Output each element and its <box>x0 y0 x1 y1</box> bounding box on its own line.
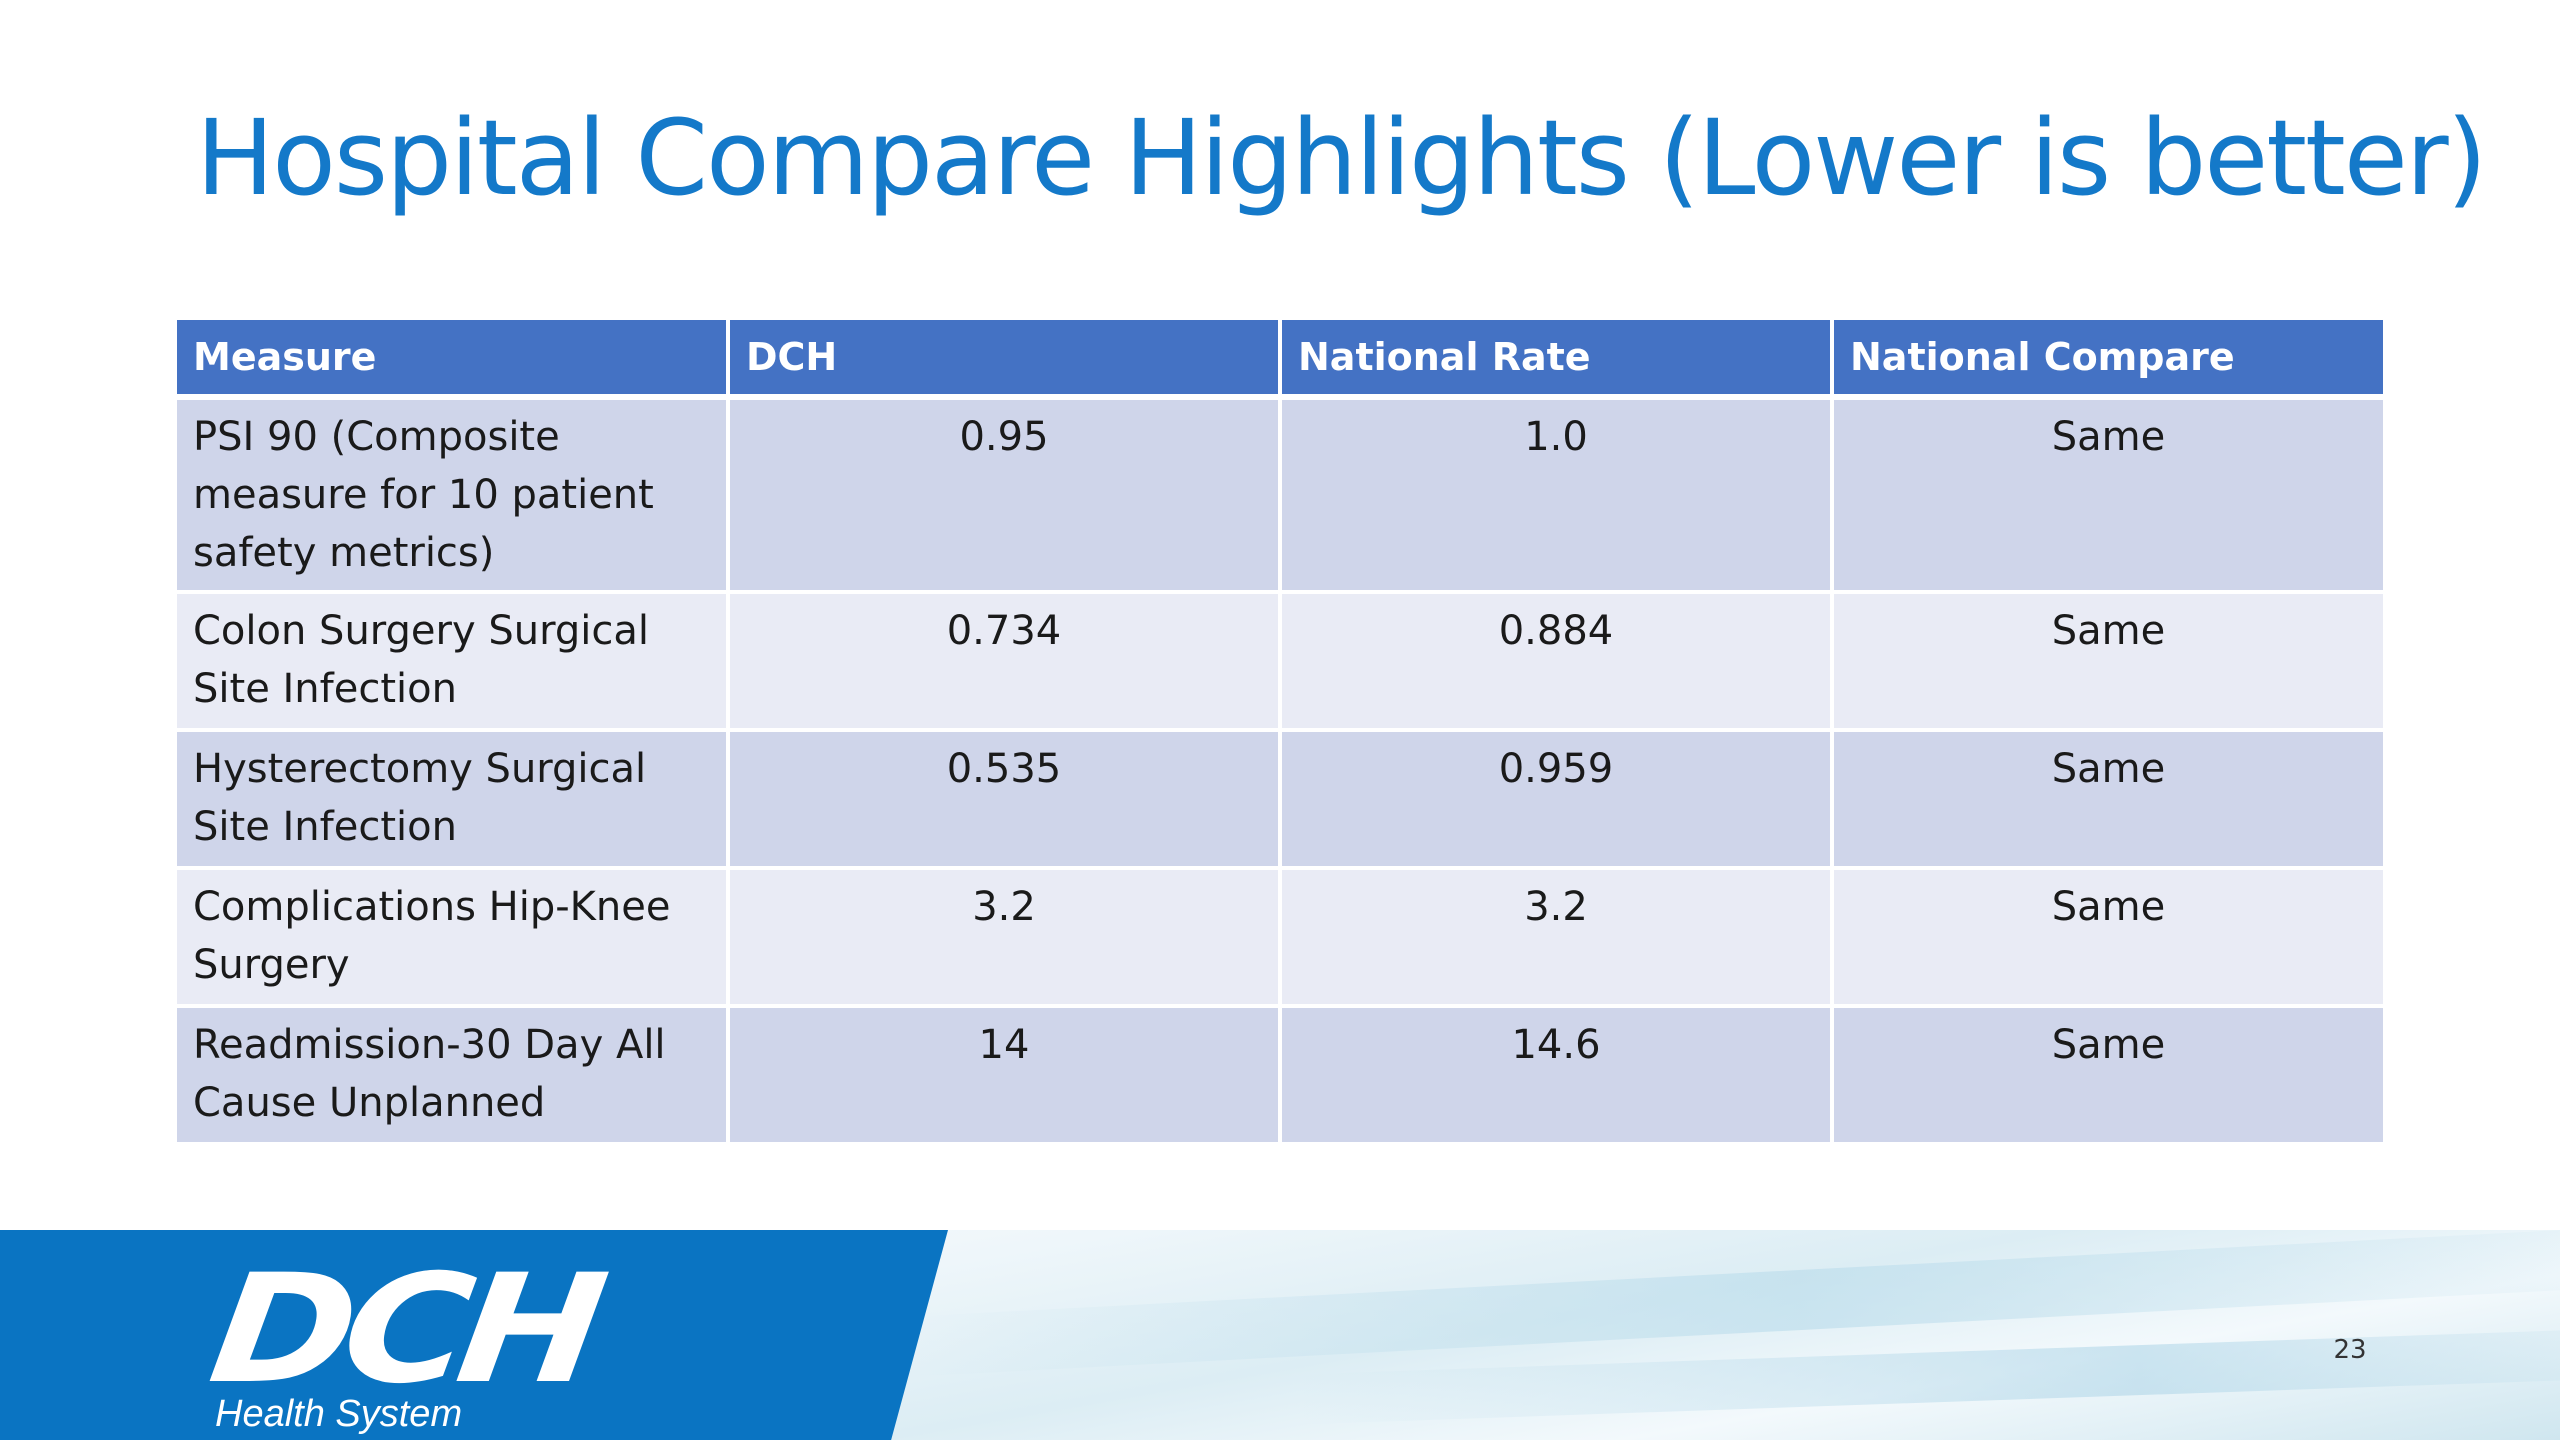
cell-measure: Hysterectomy Surgical Site Infection <box>177 730 730 870</box>
header-measure: Measure <box>177 320 730 400</box>
cell-national-rate: 1.0 <box>1280 397 1834 594</box>
footer-band: DCH Health System <box>0 1230 2560 1440</box>
cell-national-rate: 14.6 <box>1280 1006 1834 1146</box>
cell-dch: 0.734 <box>728 592 1282 732</box>
table-row: Readmission-30 Day All Cause Unplanned 1… <box>177 1006 2383 1146</box>
logo-mark: DCH <box>200 1243 606 1417</box>
cell-national-compare: Same <box>1832 730 2383 870</box>
cell-national-rate: 0.884 <box>1280 592 1834 732</box>
header-national-rate: National Rate <box>1280 320 1834 400</box>
table-header-row: Measure DCH National Rate National Compa… <box>177 320 2383 400</box>
cell-dch: 3.2 <box>728 868 1282 1008</box>
logo-subtitle: Health System <box>215 1393 463 1435</box>
dch-logo: DCH Health System <box>201 1243 615 1440</box>
table-row: Colon Surgery Surgical Site Infection 0.… <box>177 592 2383 732</box>
cell-national-compare: Same <box>1832 868 2383 1008</box>
table-row: Complications Hip-Knee Surgery 3.2 3.2 S… <box>177 868 2383 1008</box>
cell-dch: 0.535 <box>728 730 1282 870</box>
cell-national-rate: 3.2 <box>1280 868 1834 1008</box>
header-dch: DCH <box>728 320 1282 400</box>
hospital-compare-table: Measure DCH National Rate National Compa… <box>177 320 2383 1146</box>
cell-measure: Readmission-30 Day All Cause Unplanned <box>177 1006 730 1146</box>
table-row: Hysterectomy Surgical Site Infection 0.5… <box>177 730 2383 870</box>
slide-title: Hospital Compare Highlights (Lower is be… <box>196 97 2487 219</box>
cell-national-compare: Same <box>1832 397 2383 594</box>
header-national-compare: National Compare <box>1832 320 2383 400</box>
page-number: 23 <box>2333 1335 2367 1365</box>
cell-national-rate: 0.959 <box>1280 730 1834 870</box>
footer-blue-panel <box>0 1230 948 1440</box>
cell-dch: 0.95 <box>728 397 1282 594</box>
table-row: PSI 90 (Composite measure for 10 patient… <box>177 397 2383 594</box>
cell-dch: 14 <box>728 1006 1282 1146</box>
cell-national-compare: Same <box>1832 1006 2383 1146</box>
cell-measure: Complications Hip-Knee Surgery <box>177 868 730 1008</box>
cell-measure: Colon Surgery Surgical Site Infection <box>177 592 730 732</box>
cell-national-compare: Same <box>1832 592 2383 732</box>
cell-measure: PSI 90 (Composite measure for 10 patient… <box>177 397 730 594</box>
